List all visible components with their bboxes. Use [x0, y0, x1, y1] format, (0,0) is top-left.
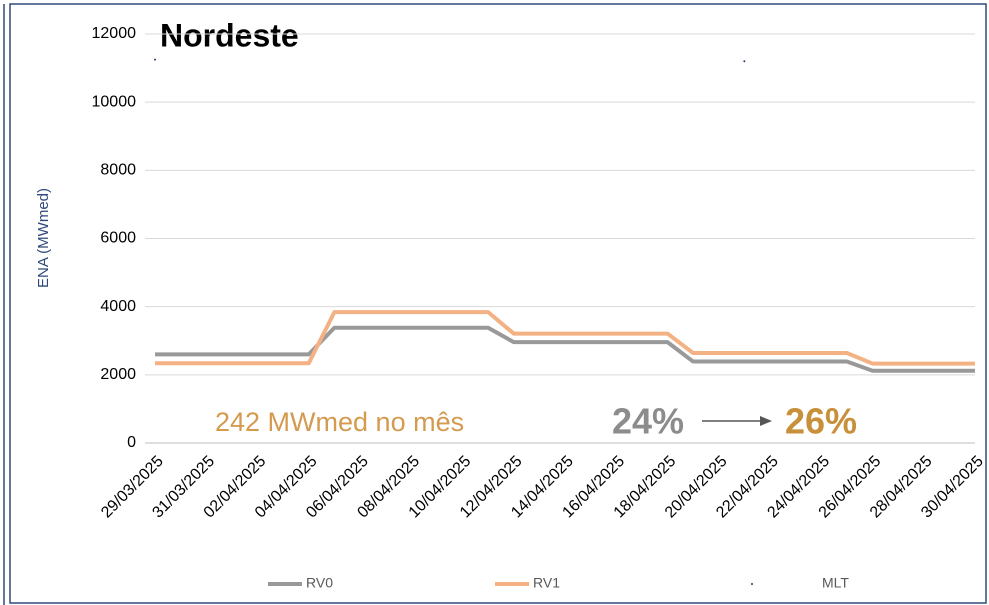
- legend-label: MLT: [822, 575, 849, 591]
- chart-title: Nordeste: [160, 17, 299, 53]
- y-tick-label: 6000: [100, 230, 136, 247]
- y-tick-label: 2000: [100, 366, 136, 383]
- annotation: 26%: [785, 401, 857, 442]
- series-line: [155, 310, 975, 366]
- y-tick-label: 8000: [100, 162, 136, 179]
- y-tick-label: 0: [127, 434, 136, 451]
- y-axis-label: ENA (MWmed): [35, 188, 52, 288]
- arrow-head: [760, 416, 772, 426]
- legend-label: RV1: [533, 575, 560, 591]
- y-tick-label: 10000: [92, 93, 137, 110]
- legend-label: RV0: [306, 575, 333, 591]
- annotation: 24%: [612, 401, 684, 442]
- series-line: [155, 325, 975, 373]
- point: [743, 60, 746, 63]
- point: [154, 58, 156, 61]
- y-tick-label: 4000: [100, 298, 136, 315]
- annotation: 242 MWmed no mês: [215, 407, 464, 437]
- frame: [9, 3, 987, 604]
- legend-swatch: [751, 583, 753, 585]
- y-tick-label: 12000: [92, 25, 137, 42]
